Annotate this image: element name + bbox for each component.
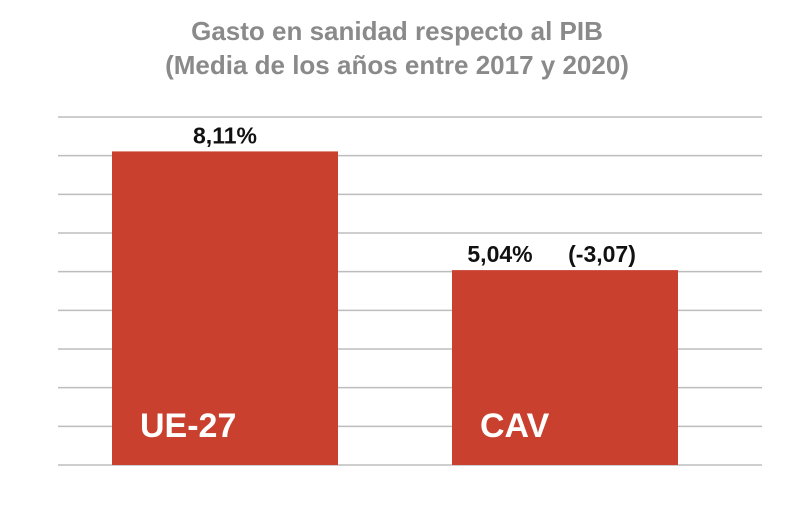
chart-title: Gasto en sanidad respecto al PIB (Media …: [0, 14, 794, 82]
title-line: Gasto en sanidad respecto al PIB: [191, 16, 603, 46]
difference-annotation: (-3,07): [568, 241, 636, 267]
subtitle-line: (Media de los años entre 2017 y 2020): [165, 50, 629, 80]
bar: [452, 270, 678, 465]
data-label: 8,11%: [193, 122, 257, 148]
data-label: 5,04%: [467, 241, 532, 267]
category-label: UE-27: [140, 407, 236, 445]
category-label: CAV: [480, 407, 550, 445]
bar: [112, 151, 338, 465]
